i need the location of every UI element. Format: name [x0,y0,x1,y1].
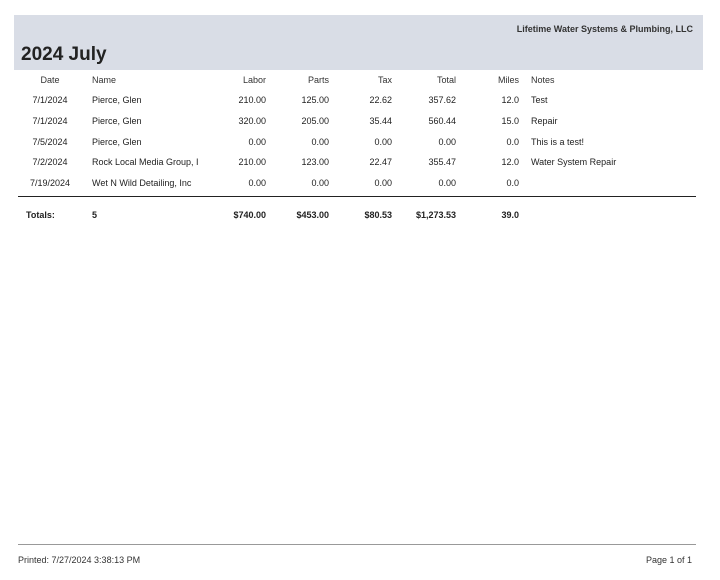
cell-labor: 320.00 [238,115,266,126]
cell-total: 560.44 [428,115,456,126]
page-number: Page 1 of 1 [645,555,692,565]
col-labor: Labor [242,75,266,85]
table-row: 7/19/2024 Wet N Wild Detailing, Inc 0.00 0.… [0,178,720,192]
totals-tax: $80.53 [364,210,392,220]
table-row: 7/5/2024 Pierce, Glen 0.00 0.00 0.00 0.00 0.0 T… [0,137,720,151]
totals-divider [18,196,696,197]
cell-parts: 0.00 [311,178,329,189]
cell-miles: 12.0 [501,95,519,105]
cell-tax: 0.00 [374,136,392,147]
cell-total: 0.00 [438,136,456,147]
totals-row: Totals: 5 $740.00 $453.00 $80.53 $1,273.… [0,210,720,224]
cell-name: Wet N Wild Detailing, Inc [92,178,192,189]
col-miles: Miles [497,75,519,85]
table-row: 7/1/2024 Pierce, Glen 320.00 205.00 35.44 560… [0,116,720,130]
cell-miles: 0.0 [506,178,519,189]
cell-labor: 0.00 [248,136,266,147]
table-row: 7/2/2024 Rock Local Media Group, I 210.00 1… [0,157,720,171]
cell-total: 0.00 [438,178,456,189]
cell-labor: 0.00 [248,178,266,189]
cell-labor: 210.00 [238,95,266,105]
cell-date: 7/5/2024 [32,136,68,147]
cell-date: 7/1/2024 [32,95,68,105]
col-tax: Tax [377,75,392,85]
cell-date: 7/19/2024 [29,178,71,189]
cell-notes: Repair [531,115,558,126]
col-parts: Parts [307,75,329,85]
cell-date: 7/2/2024 [32,157,68,168]
company-name: Lifetime Water Systems & Plumbing, LLC [516,24,693,34]
col-date: Date [40,75,60,85]
column-headers: Date Name Labor Parts Tax Total Miles No… [0,75,720,89]
col-total: Total [436,75,456,85]
cell-tax: 22.62 [369,95,392,105]
totals-count: 5 [92,210,98,220]
cell-miles: 0.0 [506,136,519,147]
report-header: Lifetime Water Systems & Plumbing, LLC 2… [14,15,703,70]
cell-tax: 35.44 [369,115,392,126]
totals-label: Totals: [26,210,55,220]
cell-total: 355.47 [428,157,456,168]
cell-tax: 22.47 [369,157,392,168]
report-title: 2024 July [21,44,107,65]
cell-notes: Test [531,95,548,105]
table-row: 7/1/2024 Pierce, Glen 210.00 125.00 22.62 357… [0,95,720,109]
cell-notes: Water System Repair [531,157,617,168]
printed-timestamp: Printed: 7/27/2024 3:38:13 PM [18,555,141,565]
totals-parts: $453.00 [296,210,329,220]
cell-name: Pierce, Glen [92,95,142,105]
cell-name: Rock Local Media Group, I [92,157,199,168]
totals-miles: 39.0 [501,210,519,220]
totals-labor: $740.00 [233,210,266,220]
cell-total: 357.62 [428,95,456,105]
cell-parts: 205.00 [301,115,329,126]
cell-parts: 0.00 [311,136,329,147]
cell-parts: 125.00 [301,95,329,105]
cell-name: Pierce, Glen [92,136,142,147]
col-name: Name [92,75,117,85]
cell-miles: 12.0 [501,157,519,168]
cell-labor: 210.00 [238,157,266,168]
totals-total: $1,273.53 [415,210,456,220]
cell-name: Pierce, Glen [92,115,142,126]
cell-tax: 0.00 [374,178,392,189]
cell-notes: This is a test! [531,136,585,147]
col-notes: Notes [531,75,555,85]
cell-miles: 15.0 [501,115,519,126]
cell-parts: 123.00 [301,157,329,168]
footer-divider [18,544,696,545]
cell-date: 7/1/2024 [32,115,68,126]
